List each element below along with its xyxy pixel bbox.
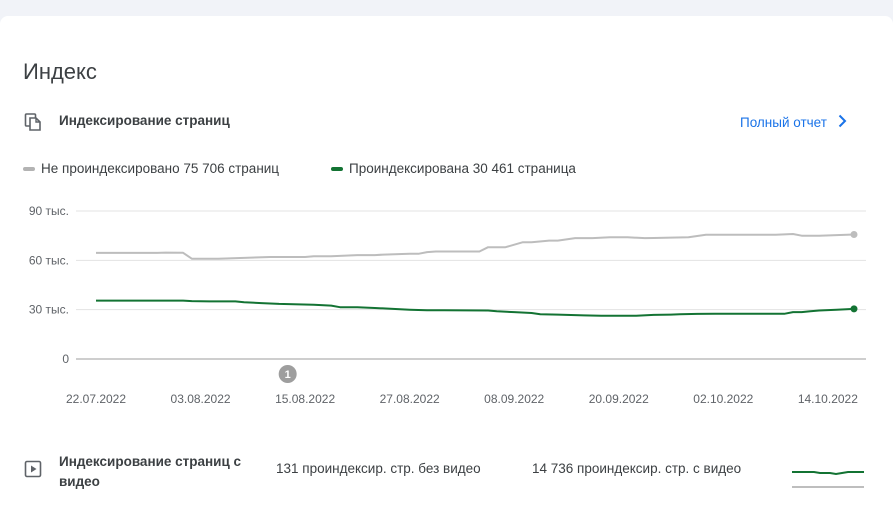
index-card: Индекс Индексирование страниц Полный отч… [0,16,893,515]
x-tick-label: 14.10.2022 [798,392,858,406]
chevron-right-icon [837,114,847,131]
x-tick-label: 02.10.2022 [693,392,753,406]
video-section-title: Индексирование страниц с видео [59,454,242,489]
legend-swatch-indexed [331,166,343,171]
x-tick-label: 27.08.2022 [380,392,440,406]
annotation-marker[interactable] [278,365,297,383]
series-line-indexed [96,299,855,317]
legend-label-not-indexed: Не проиндексировано 75 706 страниц [41,161,280,176]
series-endpoint-indexed [850,305,858,313]
page-title: Индекс [23,59,97,84]
x-tick-label: 22.07.2022 [66,392,126,406]
sparkline-indexed-line [792,471,864,476]
series-line-not-indexed [96,233,855,260]
legend-swatch-not-indexed [23,166,35,171]
legend-indexed[interactable]: Проиндексирована 30 461 страница [331,161,576,176]
y-tick-label: 0 [62,352,69,366]
x-tick-label: 15.08.2022 [275,392,335,406]
legend-label-indexed: Проиндексирована 30 461 страница [349,161,576,176]
copy-pages-icon [24,113,42,131]
x-tick-label: 03.08.2022 [171,392,231,406]
x-tick-label: 08.09.2022 [484,392,544,406]
stat-with-video: 14 736 проиндексир. стр. с видео [532,461,742,476]
video-file-icon [24,460,42,478]
indexing-section-title: Индексирование страниц [59,113,230,128]
annotation-label: 1 [285,369,291,381]
video-sparkline[interactable] [790,470,865,490]
y-tick-label: 30 тыс. [29,303,69,317]
series-endpoint-not-indexed [850,231,858,239]
stat-without-video: 131 проиндексир. стр. без видео [276,461,481,476]
y-tick-label: 60 тыс. [29,253,69,267]
x-tick-label: 20.09.2022 [589,392,649,406]
full-report-label: Полный отчет [740,114,827,130]
full-report-link[interactable]: Полный отчет [740,112,847,132]
legend-not-indexed[interactable]: Не проиндексировано 75 706 страниц [23,161,279,176]
y-tick-label: 90 тыс. [29,204,69,218]
